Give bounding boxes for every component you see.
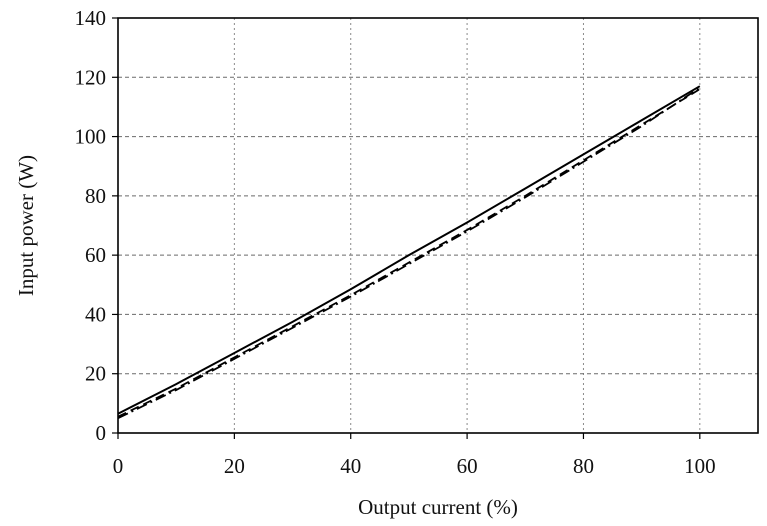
- series-line-solid: [117, 85, 701, 415]
- y-tick-label: 20: [85, 362, 106, 386]
- plot-area-frame: [117, 17, 759, 434]
- x-tick-label: 60: [457, 454, 478, 478]
- series-line-dashed: [117, 88, 701, 418]
- y-axis: 0 20 40 60 80 100 120 140: [75, 6, 118, 445]
- series-lines: [117, 85, 701, 419]
- y-tick-label: 100: [75, 125, 107, 149]
- y-tick-label: 40: [85, 302, 106, 326]
- x-tick-label: 20: [224, 454, 245, 478]
- y-tick-label: 120: [75, 65, 107, 89]
- y-axis-label: Input power (W): [14, 155, 38, 296]
- x-tick-label: 80: [573, 454, 594, 478]
- x-tick-label: 0: [113, 454, 124, 478]
- x-tick-label: 40: [340, 454, 361, 478]
- y-tick-label: 140: [75, 6, 107, 30]
- y-tick-label: 0: [96, 421, 107, 445]
- x-axis-label: Output current (%): [358, 495, 518, 519]
- x-axis: 0 20 40 60 80 100: [113, 433, 716, 478]
- y-tick-label: 80: [85, 184, 106, 208]
- y-tick-label: 60: [85, 243, 106, 267]
- grid: [118, 18, 758, 433]
- series-line-dash-dot: [117, 86, 701, 419]
- x-tick-label: 100: [684, 454, 716, 478]
